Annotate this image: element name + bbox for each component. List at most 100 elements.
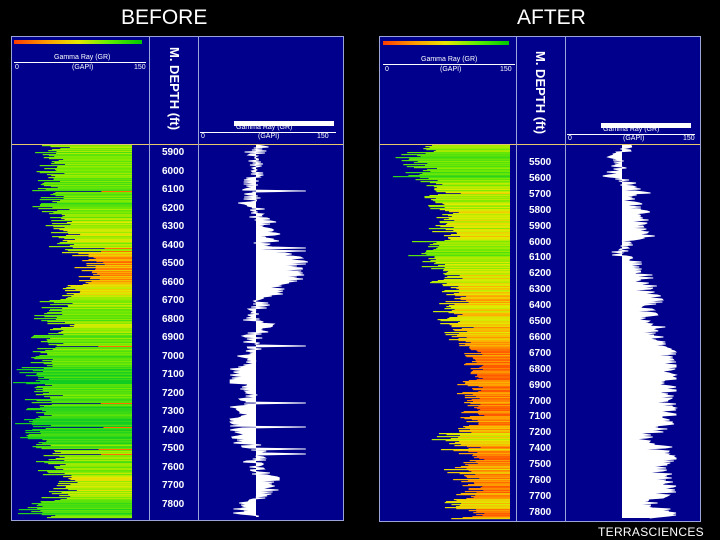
gr-fill-line — [441, 449, 510, 451]
gr-fill-line — [64, 164, 132, 166]
gr-scale-line-right — [200, 132, 336, 133]
gr-fill-line — [473, 454, 510, 456]
gr-fill-line — [478, 391, 510, 393]
gr-fill-line — [49, 300, 133, 302]
gr-fill-line — [48, 150, 132, 152]
gr-fill-line — [477, 351, 510, 353]
gr-fill-line — [45, 189, 132, 191]
gr-fill-line — [446, 272, 510, 274]
gr-fill-line — [454, 442, 510, 444]
gr-fill-line — [55, 319, 132, 321]
gr-fill-line — [60, 465, 132, 467]
gr-fill-line — [478, 422, 510, 424]
gr-fill-line — [444, 469, 510, 471]
gr-fill-line — [458, 338, 510, 340]
gr-fill-line — [42, 439, 132, 441]
gr-fill-line — [62, 295, 133, 297]
gr-fill-line — [471, 432, 510, 434]
gr-fill-line — [424, 196, 510, 198]
gr-fill-line — [476, 511, 510, 513]
gr-fill-line — [448, 271, 510, 273]
gr-fill-line — [473, 389, 510, 391]
gr-fill-line — [484, 513, 510, 515]
depth-label: 7500 — [162, 443, 185, 454]
depth-label: 7100 — [162, 369, 185, 380]
gr-fill-line — [461, 503, 510, 505]
gr-fill-line — [435, 190, 510, 192]
gr-fill-line — [98, 449, 132, 451]
gr-fill-line — [435, 150, 510, 152]
gr-fill-line — [460, 444, 510, 446]
gr-fill-line — [459, 275, 510, 277]
gr-fill-line — [457, 316, 510, 318]
gr-fill-line — [61, 311, 132, 313]
depth-label: 6000 — [162, 165, 185, 177]
gr-fill-line — [472, 455, 510, 457]
gr-fill-line — [469, 416, 510, 418]
gr-fill-line — [65, 322, 132, 324]
gr-fill-line — [44, 414, 132, 416]
gr-fill-line — [49, 310, 132, 312]
gr-fill-line — [32, 370, 132, 372]
gr-fill-line — [452, 329, 510, 331]
gr-fill-line — [435, 262, 510, 264]
gr-fill-line — [99, 275, 132, 277]
gr-fill-line — [477, 408, 510, 410]
gr-fill-line — [468, 484, 510, 486]
gr-fill-line — [437, 180, 510, 182]
gr-fill-line — [473, 327, 510, 329]
gr-fill-line — [415, 179, 510, 181]
gr-fill-line — [451, 336, 510, 338]
gr-fill-line — [466, 446, 510, 448]
gr-fill-line — [458, 340, 510, 342]
depth-label: 7100 — [529, 411, 552, 423]
gr-fill-line — [468, 302, 510, 304]
gr-fill-line — [95, 258, 132, 260]
gr-fill-line — [464, 364, 510, 366]
gr-fill-line — [478, 410, 510, 412]
gr-fill-line — [440, 320, 510, 322]
gr-fill-line — [427, 169, 510, 171]
gr-fill-line — [460, 493, 510, 495]
gr-fill-line — [460, 417, 510, 419]
gr-fill-line — [43, 368, 132, 370]
gr-fill-line — [62, 314, 132, 316]
gr-fill-line — [429, 206, 510, 208]
gr-fill-line — [478, 424, 510, 426]
gr-fill-line — [476, 514, 510, 516]
gr-fill-line — [26, 435, 132, 437]
gr-fill-line — [460, 299, 510, 301]
depth-label: 7700 — [162, 480, 185, 491]
gr-fill-line — [41, 514, 133, 516]
gr-fill-line — [40, 197, 132, 199]
gr-fill-line — [481, 352, 510, 354]
depth-label: 5900 — [529, 220, 552, 232]
depth-label: 6800 — [162, 313, 185, 325]
gr-fill-line — [442, 284, 510, 286]
gr-fill-line — [44, 168, 132, 170]
gr-fill-line — [466, 300, 510, 302]
gr-fill-line — [49, 329, 132, 331]
gr-fill-line — [464, 353, 510, 355]
gr-fill-line — [65, 249, 132, 251]
gr-fill-line — [467, 400, 510, 402]
depth-label: 7800 — [162, 498, 185, 510]
gr-fill-line — [41, 203, 133, 205]
gr-fill-line — [417, 161, 510, 163]
gr-fill-line — [436, 217, 510, 219]
after-title: AFTER — [517, 6, 586, 29]
gr-fill-line — [429, 244, 510, 246]
gr-curve-line — [602, 144, 678, 519]
gr-fill-line — [39, 204, 132, 206]
gr-fill-line — [44, 406, 133, 408]
gr-fill-line — [52, 236, 133, 238]
gr-fill-line — [439, 303, 510, 305]
gr-fill-line — [96, 261, 132, 263]
gr-fill-line — [61, 214, 132, 216]
depth-label: 7500 — [529, 459, 552, 471]
gr-fill-line — [436, 168, 510, 170]
gr-fill-line — [65, 235, 132, 237]
gr-fill-line — [37, 180, 132, 182]
gr-fill-line — [431, 199, 510, 201]
depth-label: 7200 — [529, 427, 552, 439]
